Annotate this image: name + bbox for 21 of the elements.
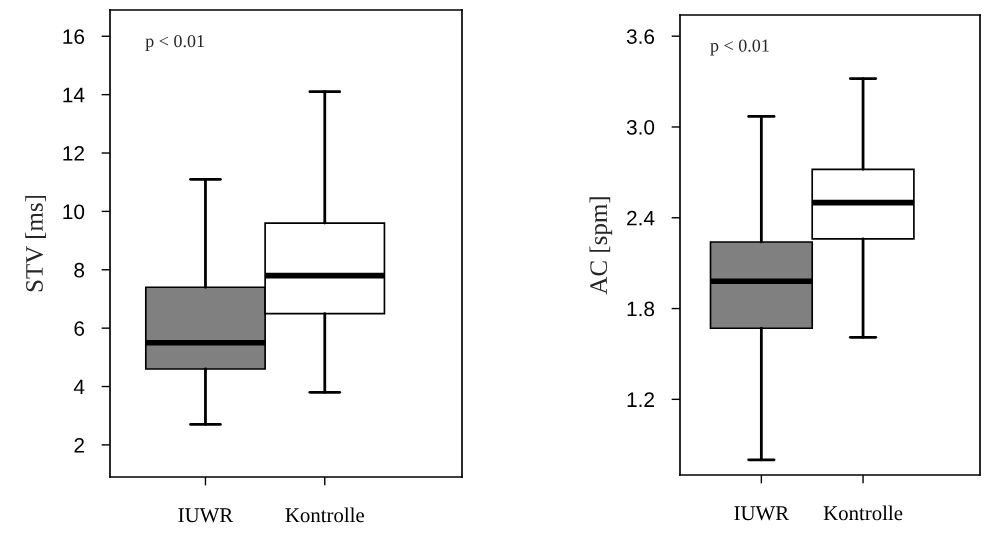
y-tick-label: 6 xyxy=(74,321,85,336)
x-tick-label: IUWR xyxy=(734,506,790,521)
y-axis-title: STV [ms] xyxy=(25,195,46,292)
y-tick-label: 3.0 xyxy=(626,119,655,135)
y-tick-label: 16 xyxy=(63,29,85,45)
x-tick-label: Kontrolle xyxy=(823,505,903,521)
annotation: p < 0.01 xyxy=(145,35,204,51)
x-tick-label: IUWR xyxy=(178,508,234,523)
y-tick-label: 1.8 xyxy=(627,301,655,317)
y-axis-title: AC [spm] xyxy=(589,197,613,295)
y-tick-label: 3.6 xyxy=(626,29,655,44)
y-tick-label: 14 xyxy=(63,87,85,103)
x-tick-label: Kontrolle xyxy=(285,507,364,523)
y-tick-label: 2.4 xyxy=(627,210,655,226)
y-tick-label: 10 xyxy=(63,204,85,220)
y-tick-label: 4 xyxy=(73,379,85,395)
y-tick-label: 2 xyxy=(74,437,84,453)
y-tick-label: 8 xyxy=(74,262,85,278)
annotation: p < 0.01 xyxy=(710,39,769,56)
y-tick-label: 12 xyxy=(63,146,84,161)
y-tick-label: 1.2 xyxy=(627,392,654,407)
